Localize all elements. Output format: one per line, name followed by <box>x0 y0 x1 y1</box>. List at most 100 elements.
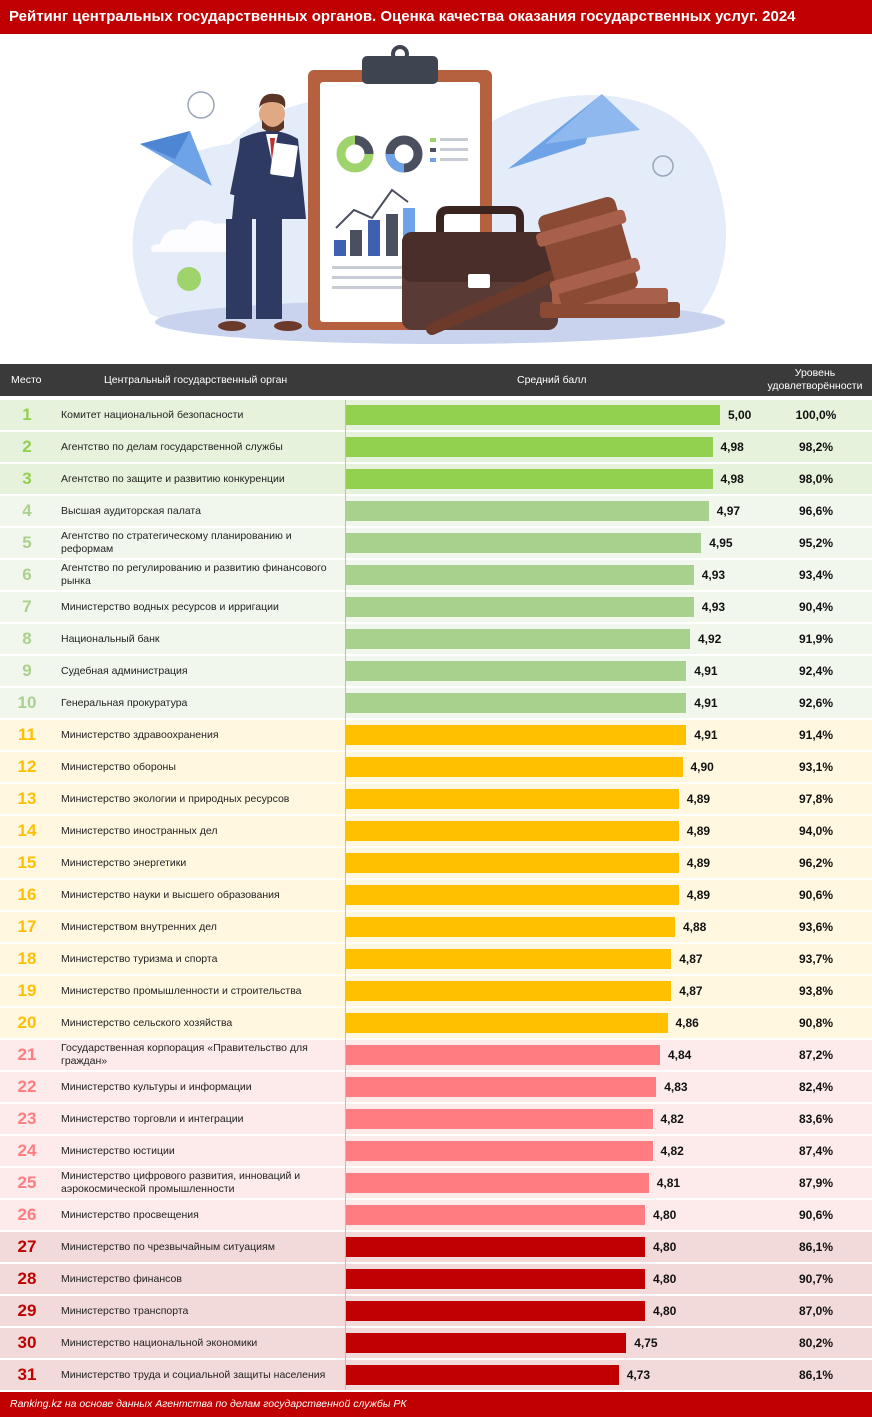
satisfaction-value: 93,1% <box>798 760 834 774</box>
rank-label: 31 <box>17 1365 37 1384</box>
organ-label: Агентство по стратегическому планировани… <box>61 528 336 558</box>
organ-name: Министерство просвещения <box>61 1208 199 1221</box>
organ-name: Комитет национальной безопасности <box>61 408 244 421</box>
rank-label: 19 <box>17 981 37 1000</box>
decor-circle <box>177 267 201 291</box>
rank-label: 24 <box>17 1141 37 1160</box>
header-organ: Центральный государственный орган <box>104 374 288 386</box>
score-bar <box>345 661 687 681</box>
rank-label: 17 <box>17 917 37 936</box>
rank-label: 28 <box>17 1269 37 1288</box>
score-bar <box>345 1109 653 1129</box>
table-row: 22 Министерство культуры и информации 4,83… <box>0 1072 872 1102</box>
organ-label: Министерство туризма и спорта <box>61 944 336 974</box>
organ-label: Генеральная прокуратура <box>61 688 336 718</box>
table-row: 6 Агентство по регулированию и развитию ф… <box>0 560 872 590</box>
score-value-label: 5,00 <box>728 408 752 422</box>
organ-label: Министерство транспорта <box>61 1296 336 1326</box>
score-bar <box>345 1333 627 1353</box>
organ-name: Министерство туризма и спорта <box>61 952 218 965</box>
organ-label: Государственная корпорация «Правительств… <box>61 1040 336 1070</box>
table-row: 28 Министерство финансов 4,80 90,7% <box>0 1264 872 1294</box>
organ-name: Министерство юстиции <box>61 1144 175 1157</box>
score-bar <box>345 1301 645 1321</box>
table-row: 17 Министерством внутренних дел 4,88 93,6% <box>0 912 872 942</box>
organ-name: Министерство по чрезвычайным ситуациям <box>61 1240 275 1253</box>
score-value-label: 4,89 <box>686 856 711 870</box>
score-value-label: 4,80 <box>653 1240 677 1254</box>
rank-label: 8 <box>22 629 32 648</box>
organ-label: Министерство юстиции <box>61 1136 336 1166</box>
organ-name: Министерство культуры и информации <box>61 1080 252 1093</box>
rank-label: 2 <box>22 437 32 456</box>
rank-label: 20 <box>17 1013 37 1032</box>
table-row: 16 Министерство науки и высшего образован… <box>0 880 872 910</box>
organ-name: Генеральная прокуратура <box>61 696 188 709</box>
table-row: 14 Министерство иностранных дел 4,89 94,0% <box>0 816 872 846</box>
score-bar <box>345 789 679 809</box>
satisfaction-value: 90,6% <box>798 888 834 902</box>
table-row: 15 Министерство энергетики 4,89 96,2% <box>0 848 872 878</box>
rank-label: 9 <box>22 661 32 680</box>
score-value-label: 4,83 <box>664 1080 688 1094</box>
table-row: 30 Министерство национальной экономики 4,7… <box>0 1328 872 1358</box>
organ-name: Министерство науки и высшего образования <box>61 888 280 901</box>
organ-label: Министерство иностранных дел <box>61 816 336 846</box>
ranking-rows: 1 Комитет национальной безопасности 5,00 10… <box>0 400 872 1392</box>
score-value-label: 4,82 <box>660 1144 684 1158</box>
organ-label: Министерство экологии и природных ресурс… <box>61 784 336 814</box>
score-value-label: 4,89 <box>686 888 711 902</box>
score-bar <box>345 1173 649 1193</box>
score-value-label: 4,73 <box>626 1368 651 1382</box>
score-value-label: 4,82 <box>660 1112 684 1126</box>
header-score: Средний балл <box>517 374 587 386</box>
table-row: 7 Министерство водных ресурсов и ирригаци… <box>0 592 872 622</box>
score-bar <box>345 1013 668 1033</box>
satisfaction-value: 86,1% <box>798 1368 834 1382</box>
table-row: 20 Министерство сельского хозяйства 4,86 90… <box>0 1008 872 1038</box>
score-value-label: 4,89 <box>686 792 711 806</box>
score-bar <box>345 501 709 521</box>
score-value-label: 4,89 <box>686 824 711 838</box>
rank-label: 14 <box>17 821 37 840</box>
rank-label: 7 <box>22 597 32 616</box>
rank-label: 27 <box>17 1237 37 1256</box>
satisfaction-value: 91,9% <box>798 632 834 646</box>
score-bar <box>345 469 713 489</box>
satisfaction-value: 100,0% <box>795 408 837 422</box>
organ-label: Министерство промышленности и строительс… <box>61 976 336 1006</box>
table-row: 9 Судебная администрация 4,91 92,4% <box>0 656 872 686</box>
paper-plane-icon <box>508 94 602 169</box>
rank-label: 22 <box>17 1077 37 1096</box>
footer-source: Ranking.kz на основе данных Агентства по… <box>0 1392 872 1417</box>
satisfaction-value: 82,4% <box>798 1080 834 1094</box>
table-row: 11 Министерство здравоохранения 4,91 91,4% <box>0 720 872 750</box>
satisfaction-value: 96,6% <box>798 504 834 518</box>
table-row: 27 Министерство по чрезвычайным ситуациям… <box>0 1232 872 1262</box>
organ-label: Национальный банк <box>61 624 336 654</box>
rank-label: 3 <box>22 469 32 488</box>
organ-label: Министерством внутренних дел <box>61 912 336 942</box>
rank-label: 30 <box>17 1333 37 1352</box>
table-row: 12 Министерство обороны 4,90 93,1% <box>0 752 872 782</box>
table-row: 21 Государственная корпорация «Правительс… <box>0 1040 872 1070</box>
organ-name: Судебная администрация <box>61 664 188 677</box>
score-value-label: 4,92 <box>698 632 722 646</box>
satisfaction-value: 87,4% <box>798 1144 834 1158</box>
organ-name: Министерство финансов <box>61 1272 182 1285</box>
satisfaction-value: 94,0% <box>798 824 834 838</box>
score-bar <box>345 725 687 745</box>
rank-label: 29 <box>17 1301 37 1320</box>
organ-label: Министерство финансов <box>61 1264 336 1294</box>
satisfaction-value: 96,2% <box>798 856 834 870</box>
table-row: 2 Агентство по делам государственной служ… <box>0 432 872 462</box>
organ-label: Судебная администрация <box>61 656 336 686</box>
organ-name: Агентство по стратегическому планировани… <box>61 530 292 555</box>
score-bar <box>345 821 679 841</box>
table-row: 25 Министерство цифрового развития, иннов… <box>0 1168 872 1198</box>
organ-label: Министерство торговли и интеграции <box>61 1104 336 1134</box>
organ-name: Агентство по регулированию и развитию фи… <box>61 562 327 587</box>
organ-label: Министерство энергетики <box>61 848 336 878</box>
score-bar <box>345 1077 657 1097</box>
score-bar <box>345 1365 619 1385</box>
